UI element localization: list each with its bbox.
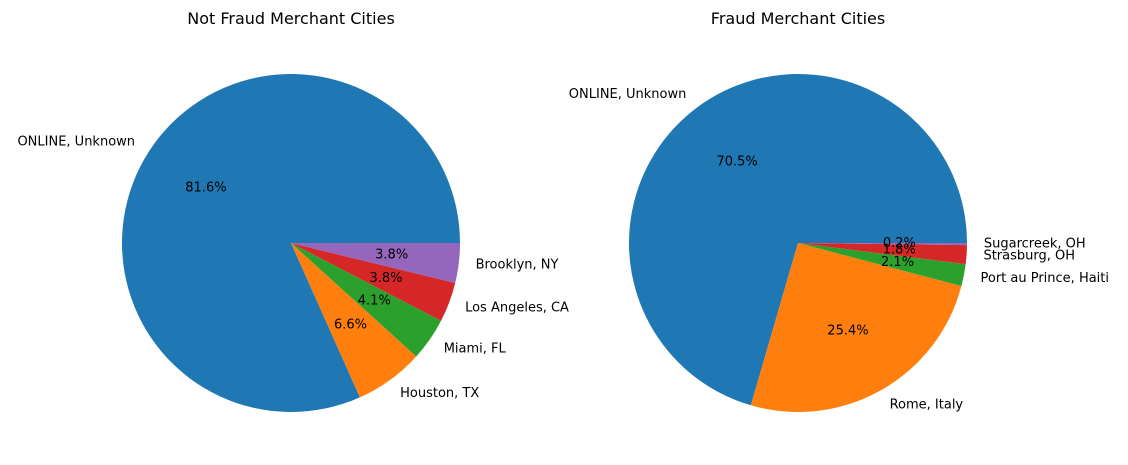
- slice-percent-fraud-4: 0.2%: [883, 236, 916, 251]
- pie-slice-fraud-0: [629, 74, 967, 406]
- slice-percent-fraud-1: 25.4%: [827, 324, 868, 339]
- pie-slice-fraud-2: [798, 243, 966, 287]
- slice-label-not-fraud-2: Miami, FL: [444, 342, 507, 357]
- slice-label-fraud-3: Strasburg, OH: [983, 248, 1075, 263]
- chart-title-not-fraud: Not Fraud Merchant Cities: [187, 9, 395, 28]
- slice-label-fraud-1: Rome, Italy: [890, 397, 964, 412]
- slice-percent-not-fraud-3: 3.8%: [369, 271, 402, 286]
- slice-percent-fraud-2: 2.1%: [881, 255, 914, 270]
- slice-label-not-fraud-4: Brooklyn, NY: [476, 258, 559, 273]
- slice-percent-not-fraud-2: 4.1%: [358, 293, 391, 308]
- slice-percent-fraud-3: 1.8%: [883, 243, 916, 258]
- pie-slice-not-fraud-2: [291, 243, 442, 357]
- slice-percent-not-fraud-4: 3.8%: [375, 248, 408, 263]
- slice-percent-fraud-0: 70.5%: [716, 154, 757, 169]
- pie-slice-not-fraud-0: [121, 73, 460, 412]
- pie-chart-not-fraud: Not Fraud Merchant Cities ONLINE, Unknow…: [17, 9, 569, 412]
- pie-slice-not-fraud-4: [291, 243, 460, 284]
- slice-label-fraud-0: ONLINE, Unknown: [569, 87, 687, 102]
- slice-percent-not-fraud-0: 81.6%: [185, 180, 226, 195]
- pie-slice-not-fraud-3: [291, 243, 456, 321]
- slice-percent-not-fraud-1: 6.6%: [334, 318, 367, 333]
- slice-label-not-fraud-3: Los Angeles, CA: [465, 301, 569, 316]
- pie-slice-fraud-3: [798, 243, 967, 265]
- pie-slice-fraud-1: [750, 243, 962, 413]
- slice-label-fraud-4: Sugarcreek, OH: [984, 237, 1086, 252]
- pie-slice-not-fraud-1: [291, 243, 417, 398]
- slice-label-fraud-2: Port au Prince, Haiti: [980, 271, 1109, 286]
- slice-label-not-fraud-1: Houston, TX: [400, 386, 479, 401]
- pie-slice-fraud-4: [798, 243, 967, 246]
- slice-label-not-fraud-0: ONLINE, Unknown: [17, 134, 135, 149]
- chart-title-fraud: Fraud Merchant Cities: [711, 9, 885, 28]
- pie-chart-fraud: Fraud Merchant Cities ONLINE, Unknown 70.…: [569, 9, 1109, 412]
